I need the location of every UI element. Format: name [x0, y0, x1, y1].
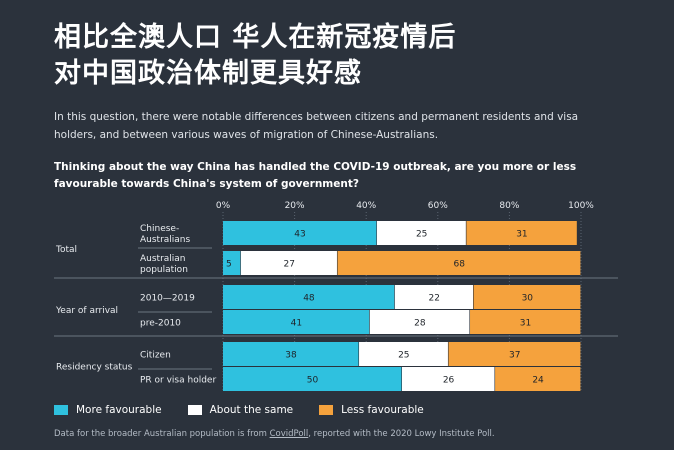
- bar-segment: [473, 285, 581, 309]
- category-label: PR or visa holder: [140, 376, 216, 386]
- headline-line-1: 相比全澳人口 华人在新冠疫情后: [54, 22, 457, 53]
- bar-segment: [376, 221, 466, 245]
- x-tick-label: 100%: [568, 201, 594, 211]
- footnote-text-after: , reported with the 2020 Lowy Institute …: [308, 429, 495, 439]
- group-label: Year of arrival: [55, 306, 118, 316]
- bar-value-label: 38: [285, 351, 297, 361]
- category-label: pre-2010: [140, 319, 181, 329]
- bar-segment: [402, 367, 495, 391]
- bar-segment: [223, 342, 359, 366]
- bar-segment: [223, 367, 402, 391]
- legend: More favourable About the same Less favo…: [54, 404, 424, 416]
- bar-value-label: 48: [303, 294, 315, 304]
- headline: 相比全澳人口 华人在新冠疫情后 对中国政治体制更具好感: [54, 20, 456, 92]
- category-label: Australians: [140, 235, 191, 245]
- group-label: Total: [55, 245, 77, 255]
- category-label: Chinese-: [140, 224, 179, 234]
- category-label: Australian: [140, 254, 186, 264]
- covidpoll-link[interactable]: CovidPoll: [269, 429, 309, 439]
- bar-segment: [223, 251, 241, 275]
- footnote: Data for the broader Australian populati…: [54, 429, 495, 439]
- bar-value-label: 22: [428, 294, 439, 304]
- legend-swatch-more: [54, 405, 68, 415]
- bar-value-label: 41: [291, 319, 302, 329]
- headline-line-2: 对中国政治体制更具好感: [54, 58, 362, 89]
- footnote-text-before: Data for the broader Australian populati…: [54, 429, 270, 439]
- x-tick-label: 80%: [499, 201, 519, 211]
- bar-segment: [394, 285, 473, 309]
- legend-label-less: Less favourable: [341, 404, 424, 416]
- bar-value-label: 28: [414, 319, 426, 329]
- intro-text: In this question, there were notable dif…: [54, 111, 579, 141]
- bar-value-label: 31: [516, 230, 527, 240]
- legend-swatch-same: [187, 405, 202, 415]
- bar-value-label: 24: [532, 376, 544, 386]
- bar-segment: [223, 221, 377, 245]
- bar-value-label: 30: [522, 294, 534, 304]
- bar-value-label: 25: [416, 230, 427, 240]
- bar-value-label: 31: [520, 319, 531, 329]
- bar-value-label: 5: [226, 260, 232, 270]
- bar-segment: [223, 310, 370, 334]
- category-label: population: [140, 265, 188, 275]
- legend-swatch-less: [319, 405, 334, 415]
- legend-label-same: About the same: [209, 404, 294, 416]
- category-label: Citizen: [140, 351, 171, 361]
- bar-segment: [470, 310, 581, 334]
- x-tick-label: 60%: [428, 201, 448, 211]
- legend-item-same: About the same: [187, 404, 294, 416]
- bar-segment: [448, 342, 581, 366]
- x-tick-label: 40%: [356, 201, 376, 211]
- bar-segment: [240, 251, 337, 275]
- bar-value-label: 43: [294, 230, 305, 240]
- x-tick-label: 20%: [285, 201, 305, 211]
- bar-value-label: 25: [398, 351, 409, 361]
- bar-segment: [359, 342, 448, 366]
- bar-value-label: 37: [509, 351, 520, 361]
- legend-label-more: More favourable: [76, 404, 162, 416]
- legend-item-less: Less favourable: [319, 404, 424, 416]
- bar-segment: [466, 221, 577, 245]
- category-label: 2010—2019: [140, 294, 195, 304]
- survey-question: Thinking about the way China has handled…: [54, 161, 577, 190]
- legend-item-more: More favourable: [54, 404, 162, 416]
- bar-value-label: 26: [443, 376, 455, 386]
- bar-segment: [337, 251, 581, 275]
- bar-segment: [495, 367, 581, 391]
- bar-value-label: 27: [284, 260, 295, 270]
- bar-value-label: 50: [307, 376, 319, 386]
- bar-value-label: 68: [454, 260, 466, 270]
- bar-segment: [369, 310, 470, 334]
- bar-segment: [223, 285, 395, 309]
- group-label: Residency status: [56, 363, 133, 373]
- x-tick-label: 0%: [216, 201, 231, 211]
